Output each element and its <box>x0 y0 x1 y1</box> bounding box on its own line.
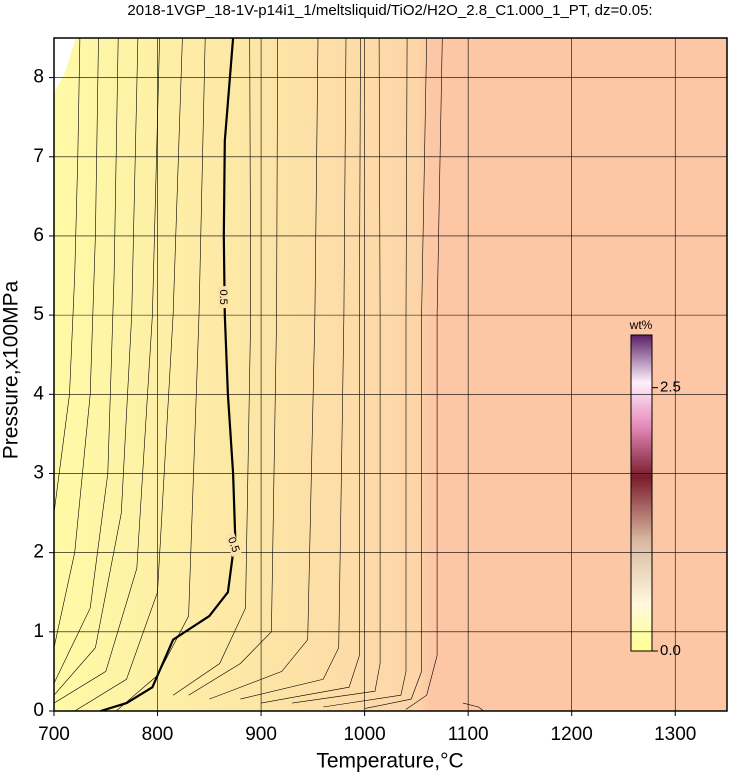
contour-line <box>54 38 81 514</box>
colorbar-tick-label: 0.0 <box>660 642 681 659</box>
colorbar <box>630 334 653 652</box>
contour-label-bg <box>224 532 242 557</box>
contour-line <box>240 38 347 700</box>
y-tick-label: 1 <box>33 621 44 642</box>
x-tick-label: 1100 <box>448 724 489 745</box>
contour-line <box>172 38 252 696</box>
y-tick-label: 7 <box>33 146 44 167</box>
contour-label: 0.5 <box>225 536 242 554</box>
y-axis-label: Pressure,x100MPa <box>0 280 23 459</box>
contour-line <box>364 38 427 709</box>
y-tick-label: 5 <box>33 304 44 325</box>
chart-title: 2018-1VGP_18-1V-p14i1_1/meltsliquid/TiO2… <box>127 2 652 19</box>
x-tick-label: 900 <box>245 724 277 745</box>
colorbar-label: wt% <box>629 318 653 332</box>
x-tick-label: 1000 <box>343 724 385 745</box>
no-data-area <box>54 38 76 92</box>
y-tick-label: 8 <box>33 67 44 88</box>
x-axis-label: Temperature,°C <box>316 750 463 773</box>
contour-line <box>261 38 361 704</box>
contour-line <box>292 38 381 704</box>
y-tick-label: 0 <box>33 700 44 721</box>
contour-line <box>209 38 319 700</box>
y-tick-label: 2 <box>33 542 44 563</box>
contour-line <box>405 38 443 710</box>
contour-label: 0.5 <box>217 289 229 304</box>
y-tick-label: 6 <box>33 225 44 246</box>
contour-line <box>115 38 206 711</box>
contour-label-bg <box>217 286 228 309</box>
contour-line <box>323 38 408 708</box>
contour-line <box>54 38 139 696</box>
contour-field <box>54 38 727 711</box>
y-tick-label: 4 <box>33 383 44 404</box>
x-tick-label: 1200 <box>551 724 593 745</box>
x-tick-label: 1300 <box>654 724 696 745</box>
x-tick-label: 700 <box>38 724 70 745</box>
y-tick-label: 3 <box>33 462 44 483</box>
colorbar-tick-label: 2.5 <box>660 379 681 396</box>
contour-line <box>54 38 160 704</box>
x-tick-label: 800 <box>142 724 174 745</box>
